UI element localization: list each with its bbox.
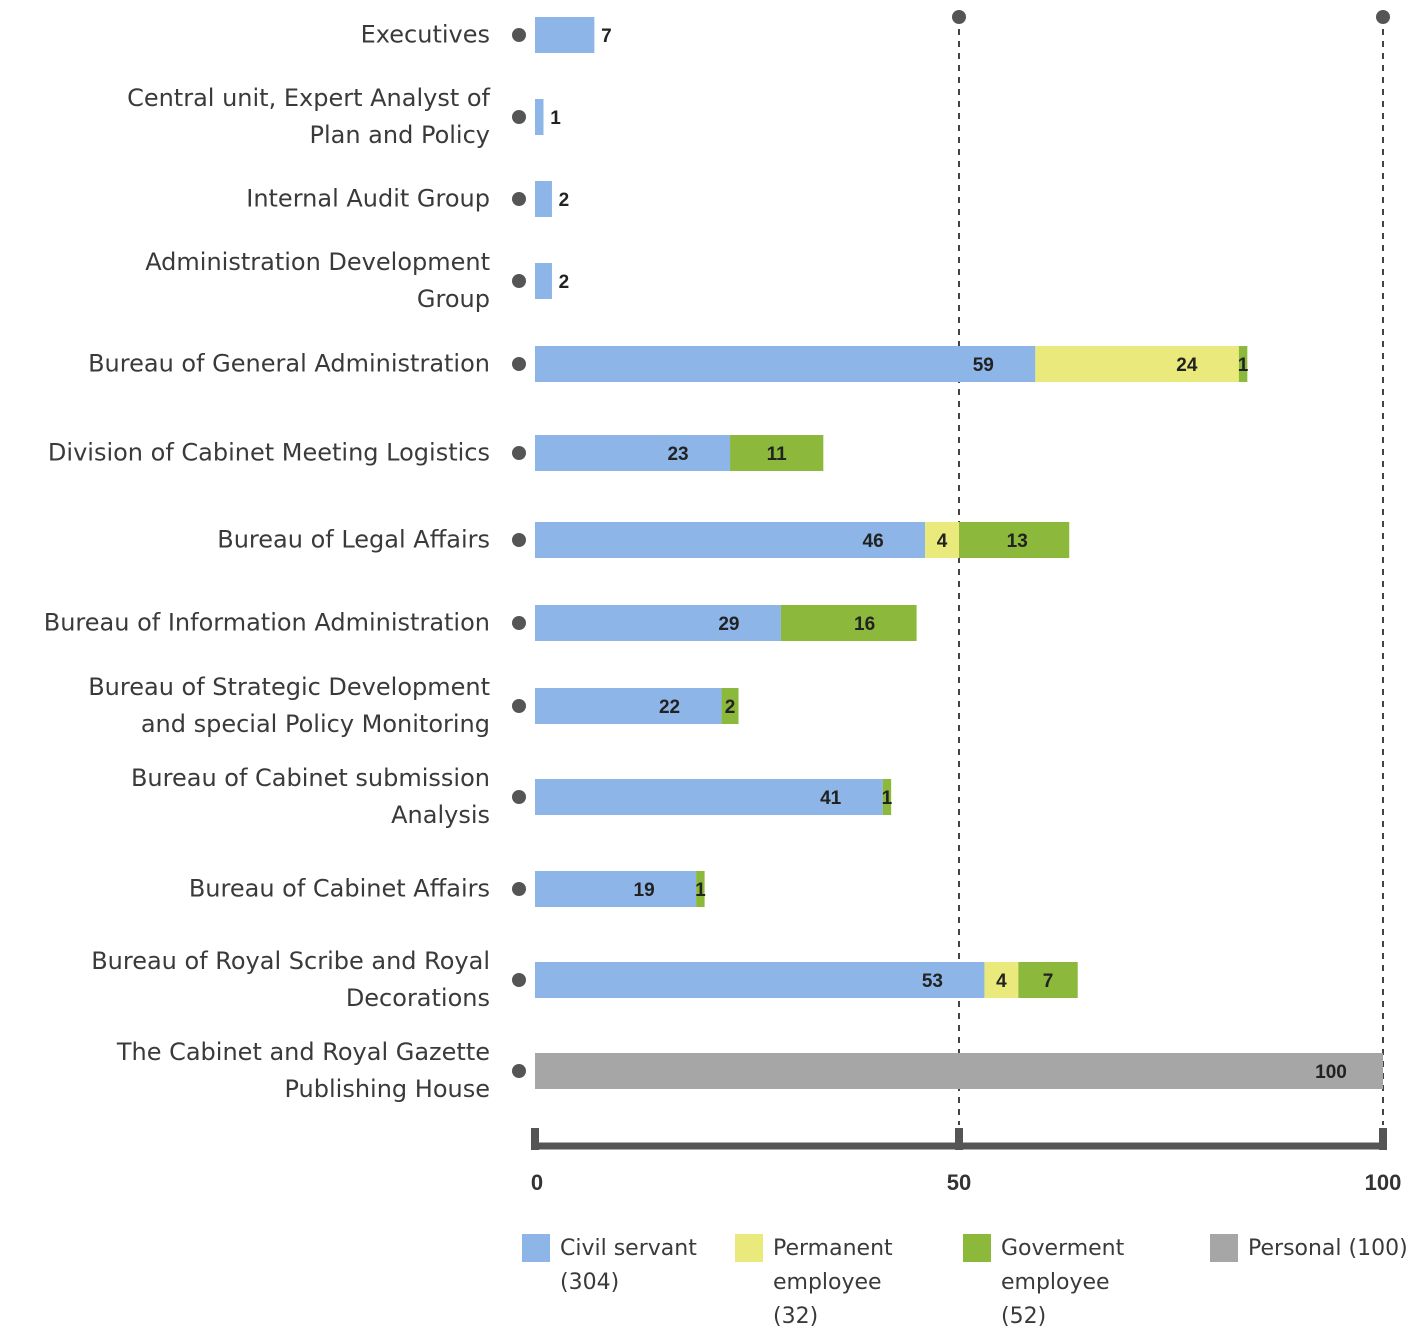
category-label: Bureau of Legal Affairs: [217, 525, 490, 554]
legend-item: Personal (100): [1210, 1232, 1410, 1266]
category-label: Bureau of Royal Scribe and Royal Decorat…: [91, 947, 490, 1012]
bar-segment: [535, 688, 722, 724]
bar-segment: [535, 605, 781, 641]
value-label: 24: [1176, 355, 1198, 376]
category-label: Bureau of Cabinet submission Analysis: [130, 764, 490, 829]
bar-segment: [721, 688, 739, 724]
bar-segment: [984, 962, 1019, 998]
bar-segment: [730, 435, 824, 471]
category-label: Division of Cabinet Meeting Logistics: [47, 438, 490, 467]
legend-swatch: [963, 1234, 991, 1262]
value-label: 4: [937, 531, 948, 552]
value-label: 11: [767, 444, 788, 465]
bullet: [512, 446, 526, 460]
bullet: [512, 357, 526, 371]
value-label: 59: [973, 355, 994, 376]
bar-segment: [925, 522, 959, 558]
bullet: [512, 110, 526, 124]
bar-segment: [959, 522, 1070, 558]
bullet: [512, 616, 526, 630]
bar-segment: [535, 962, 985, 998]
category-label: Bureau of Information Administration: [43, 608, 490, 637]
category-label: Central unit, Expert Analyst of Plan and…: [127, 84, 490, 149]
bullet: [512, 533, 526, 547]
value-label: 1: [882, 788, 893, 809]
bar-segment: [535, 779, 883, 815]
bullet: [512, 699, 526, 713]
value-label: 1: [550, 108, 561, 129]
bar-segment: [780, 605, 917, 641]
bullet: [512, 882, 526, 896]
value-label: 4: [996, 971, 1007, 992]
value-label: 1: [1238, 355, 1249, 376]
bullet: [512, 790, 526, 804]
x-tick-label: 0: [531, 1170, 543, 1195]
category-label: Bureau of Strategic Development and spec…: [88, 673, 490, 738]
value-label: 1: [695, 880, 706, 901]
grid-dot: [952, 10, 966, 24]
legend-label: Goverment employee (52): [1001, 1236, 1125, 1329]
bar-segment: [882, 779, 892, 815]
bar-segment: [535, 181, 552, 217]
legend-swatch: [522, 1234, 550, 1262]
value-label: 2: [725, 697, 736, 718]
legend-item: Goverment employee (52): [963, 1232, 1148, 1334]
value-label: 19: [634, 880, 655, 901]
value-label: 100: [1315, 1062, 1347, 1083]
value-label: 23: [667, 444, 688, 465]
bar-segment: [535, 435, 731, 471]
value-label: 7: [601, 26, 612, 47]
bullet: [512, 1064, 526, 1078]
bar-segment: [535, 263, 552, 299]
legend-item: Civil servant (304): [522, 1232, 712, 1300]
value-label: 16: [854, 614, 875, 635]
category-label: Internal Audit Group: [246, 184, 490, 213]
legend-label: Personal (100): [1248, 1236, 1408, 1261]
bullet: [512, 192, 526, 206]
value-label: 2: [559, 190, 570, 211]
bar-segment: [1238, 346, 1248, 382]
value-label: 46: [863, 531, 884, 552]
bullet: [512, 973, 526, 987]
bar-segment: [535, 871, 697, 907]
value-label: 53: [922, 971, 943, 992]
bullet: [512, 28, 526, 42]
legend-swatch: [735, 1234, 763, 1262]
category-label: Administration Development Group: [145, 248, 490, 313]
x-tick-label: 100: [1365, 1170, 1402, 1195]
value-label: 41: [820, 788, 842, 809]
bar-segment: [535, 1053, 1383, 1089]
legend-label: Civil servant (304): [560, 1236, 697, 1295]
bar-segment: [535, 346, 1036, 382]
value-label: 7: [1043, 971, 1054, 992]
category-label: The Cabinet and Royal Gazette Publishing…: [116, 1038, 490, 1103]
grid-dot: [1376, 10, 1390, 24]
category-label: Bureau of Cabinet Affairs: [188, 874, 490, 903]
legend-swatch: [1210, 1234, 1238, 1262]
bar-segment: [1035, 346, 1239, 382]
legend-item: Permanent employee (32): [735, 1232, 910, 1334]
category-label: Bureau of General Administration: [88, 349, 490, 378]
chart: 0 50 100 7 1 2 2 59 24 1 23 11 46 4 13 29 16 22 2 41 1 19 1 53 4…: [43, 10, 1410, 1329]
bar-segment: [535, 99, 544, 135]
bar-segment: [1018, 962, 1078, 998]
bar-segment: [535, 17, 595, 53]
bar-segment: [535, 522, 926, 558]
value-label: 2: [559, 272, 570, 293]
category-label: Executives: [360, 20, 490, 49]
bar-segment: [696, 871, 705, 907]
x-tick-label: 50: [947, 1170, 971, 1195]
value-label: 29: [718, 614, 739, 635]
legend-label: Permanent employee (32): [773, 1236, 893, 1329]
bullet: [512, 274, 526, 288]
value-label: 22: [659, 697, 680, 718]
value-label: 13: [1007, 531, 1028, 552]
